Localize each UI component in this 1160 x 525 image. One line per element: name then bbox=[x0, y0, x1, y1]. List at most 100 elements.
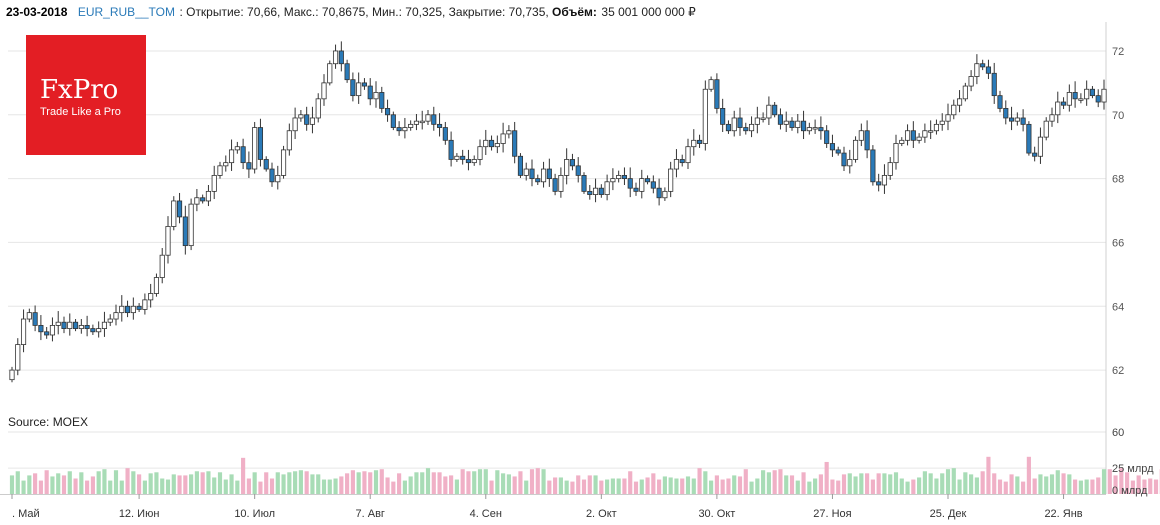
volume-bar bbox=[957, 479, 962, 494]
candle bbox=[587, 190, 593, 195]
volume-bar bbox=[460, 469, 465, 494]
volume-bar bbox=[980, 471, 985, 494]
time-axis: . Май 12. Июн 10. Июл 7. Авг 4. Сен 2. Окт 30.… bbox=[11, 494, 1160, 520]
volume-bar bbox=[576, 475, 581, 494]
candle bbox=[1049, 114, 1055, 122]
candle bbox=[78, 325, 84, 329]
volume-bar bbox=[171, 474, 176, 494]
volume-bar bbox=[524, 480, 529, 494]
volume-bar bbox=[633, 481, 639, 494]
candle bbox=[685, 146, 691, 164]
candle bbox=[200, 197, 206, 202]
volume-bar bbox=[420, 472, 425, 494]
candle bbox=[951, 104, 957, 116]
candle bbox=[217, 165, 223, 176]
candle bbox=[772, 104, 778, 116]
candle bbox=[465, 159, 472, 164]
candle bbox=[107, 318, 113, 323]
candle bbox=[789, 120, 795, 128]
x-tick-label: 7. Авг bbox=[356, 508, 385, 520]
volume-bar bbox=[108, 480, 113, 494]
volume-bar bbox=[824, 461, 829, 494]
candle bbox=[32, 312, 38, 326]
candle bbox=[512, 130, 518, 157]
volume-bar bbox=[96, 471, 101, 494]
volume-bar bbox=[963, 472, 968, 494]
volume-bar bbox=[61, 475, 67, 494]
candle bbox=[171, 200, 177, 227]
candle bbox=[72, 321, 79, 329]
volume-bar bbox=[512, 476, 517, 494]
candle bbox=[442, 127, 448, 141]
header-volume-label: Объём: bbox=[552, 5, 597, 19]
x-tick-label: . Май bbox=[12, 508, 40, 520]
candle bbox=[644, 178, 651, 183]
candle bbox=[1003, 108, 1009, 119]
volume-bar bbox=[327, 479, 332, 494]
volume-bar bbox=[33, 473, 38, 494]
candle bbox=[269, 168, 275, 183]
volume-bar bbox=[408, 476, 413, 494]
volume-bar bbox=[1049, 474, 1055, 494]
volume-bar bbox=[888, 474, 893, 494]
volume-bar bbox=[235, 480, 240, 494]
volume-bar bbox=[1142, 479, 1147, 494]
volume-bar bbox=[593, 475, 598, 494]
candle bbox=[980, 63, 986, 68]
candle bbox=[223, 162, 229, 167]
volume-bar bbox=[443, 476, 448, 494]
volume-bar bbox=[651, 473, 656, 494]
volume-bar bbox=[951, 468, 956, 494]
volume-bar bbox=[657, 479, 662, 494]
x-tick-label: 2. Окт bbox=[586, 508, 617, 520]
candle bbox=[90, 328, 96, 333]
candle bbox=[84, 325, 90, 329]
candle bbox=[795, 120, 801, 128]
header-ohlc: : Открытие: 70,66, Макс.: 70,8675, Мин.:… bbox=[179, 5, 552, 19]
volume-bar bbox=[431, 472, 436, 494]
volume-bar bbox=[194, 471, 199, 494]
candle bbox=[246, 162, 252, 170]
candle bbox=[985, 66, 992, 74]
candle bbox=[812, 127, 818, 130]
volume-bar bbox=[639, 479, 644, 494]
candle bbox=[280, 149, 287, 176]
candle bbox=[968, 76, 974, 87]
candle bbox=[494, 143, 500, 148]
candle bbox=[396, 127, 402, 132]
candle bbox=[1078, 98, 1084, 101]
candle bbox=[402, 127, 408, 132]
volume-bar bbox=[154, 472, 159, 494]
candle bbox=[864, 130, 870, 151]
volume-bar bbox=[1107, 469, 1112, 494]
volume-bar bbox=[501, 473, 506, 494]
candle bbox=[142, 299, 148, 310]
candle bbox=[425, 114, 431, 122]
candle bbox=[211, 175, 217, 192]
candle bbox=[275, 175, 281, 183]
volume-bar bbox=[391, 481, 396, 494]
volume-bar bbox=[928, 473, 933, 494]
volume-bar bbox=[44, 470, 49, 494]
price-axis: 62 64 66 68 70 72 bbox=[1112, 46, 1124, 377]
header-ticker[interactable]: EUR_RUB__TOM bbox=[78, 5, 175, 19]
volume-bar bbox=[969, 474, 974, 494]
volume-bar bbox=[893, 472, 899, 494]
volume-bar bbox=[281, 474, 286, 494]
volume-bar bbox=[1130, 480, 1135, 494]
candle bbox=[344, 63, 350, 81]
volume-bar bbox=[414, 472, 419, 494]
volume-bar bbox=[15, 471, 20, 494]
volume-bar bbox=[628, 471, 633, 494]
volume-bar bbox=[252, 472, 257, 494]
volume-bar bbox=[911, 479, 916, 494]
volume-bar bbox=[142, 480, 147, 494]
candle bbox=[431, 114, 437, 125]
candle bbox=[696, 139, 703, 144]
volume-bar bbox=[397, 473, 402, 494]
candle bbox=[1066, 92, 1072, 106]
x-tick-label: 12. Июн bbox=[119, 508, 160, 520]
candle bbox=[1026, 123, 1032, 154]
candle bbox=[315, 98, 321, 119]
price-tick-label: 72 bbox=[1112, 46, 1124, 58]
